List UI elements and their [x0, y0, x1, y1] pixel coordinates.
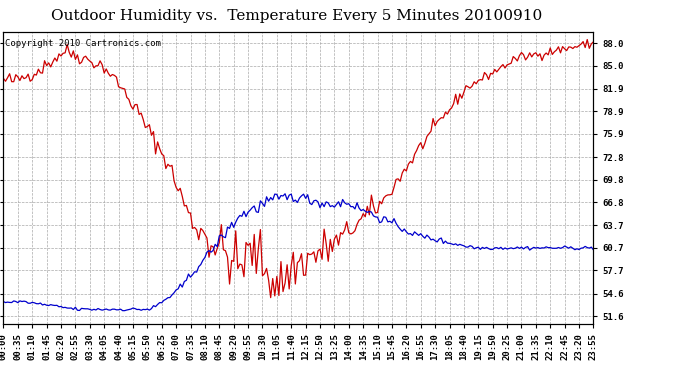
Text: Outdoor Humidity vs.  Temperature Every 5 Minutes 20100910: Outdoor Humidity vs. Temperature Every 5… [51, 9, 542, 23]
Text: Copyright 2010 Cartronics.com: Copyright 2010 Cartronics.com [5, 39, 161, 48]
